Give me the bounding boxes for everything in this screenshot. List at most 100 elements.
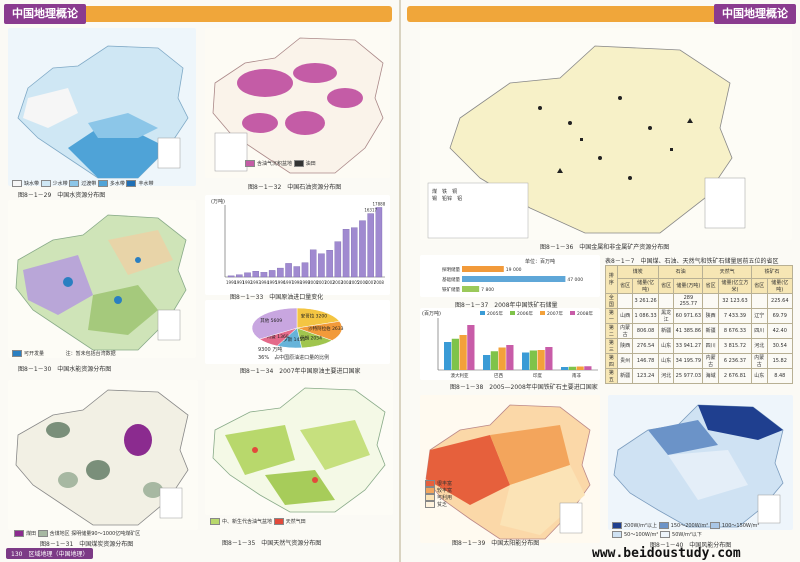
iron-import-cat-巴西: 巴西 [494, 373, 503, 379]
table-cell: 第四 [605, 352, 618, 369]
reserves-table: 排序 煤炭 石油 天然气 铁矿石 省区 储量(亿吨) 省区 储量(万吨) 省区 … [605, 265, 794, 384]
caption-water-map: 图8－1－29 中国水资源分布图 [18, 192, 106, 199]
legend-swatch-hydro [12, 350, 22, 357]
import-bar-2008 [375, 207, 383, 278]
table-caption: 表8－1－7 中国煤、石油、天然气和铁矿石储量居前五位的省区 [605, 258, 779, 265]
legend-swatch-wind-1 [612, 522, 622, 529]
iron-import-bar-印度-2008年 [545, 347, 553, 370]
iron-import-bar-印度-2005年 [522, 352, 530, 370]
oil-import-bar-chart: (万吨) 19901991199219931994199519961997199… [211, 198, 386, 285]
iron-reserve-bars: 单位：百万吨 探明储量 19 000 基础储量 47 000 铁矿储量 7 800 [442, 258, 583, 293]
iron-import-cat-印度: 印度 [533, 372, 542, 379]
table-cell: 四川 [750, 322, 768, 339]
wind-map-graphic [613, 404, 784, 528]
table-cell: 内蒙古 [616, 322, 634, 339]
table-cell: 32 123.63 [717, 292, 752, 309]
legend-hydro-1: 可开发量 [24, 351, 45, 357]
table-header-row: 排序 煤炭 石油 天然气 铁矿石 [605, 265, 794, 294]
table-row: 全国 3 261.26 289 255.77 32 123.63 225.64 [605, 292, 794, 309]
table-cell: 全国 [605, 292, 618, 309]
legend-solar-1: 很丰富 [437, 481, 453, 487]
table-cell: 2 676.81 [717, 367, 752, 384]
table-cell [616, 292, 634, 309]
table-cell: 新疆 [702, 322, 719, 339]
th-rank: 排序 [605, 265, 618, 294]
iron-import-bar-澳大利亚-2005年 [444, 342, 452, 370]
caption-wind-map: 图8－1－40 中国风能分布图 [650, 542, 732, 549]
gas-resources-map [205, 380, 393, 515]
iron-bar-探明储量 [462, 266, 504, 272]
iron-import-bar-巴西-2006年 [490, 351, 498, 370]
table-cell [750, 292, 768, 309]
import-tick-1996: 1996 [275, 280, 286, 285]
import-bar-1992 [244, 272, 251, 278]
table-cell: 8 676.33 [717, 322, 752, 339]
legend-swatch-gas-basin [210, 518, 220, 525]
table-cell: 海域 [702, 367, 719, 384]
legend-swatch-coal-area [37, 530, 48, 537]
iron-cat-铁矿储量: 铁矿储量 [442, 286, 460, 293]
legend-label-4: 多水带 [109, 181, 125, 187]
iron-import-legend-2008年: 2008年 [577, 310, 593, 317]
legend-mineral-coal: 煤 [432, 189, 438, 195]
table-cell: 第三 [605, 337, 618, 354]
iron-import-bar-巴西-2008年 [506, 345, 514, 370]
table-cell: 内蒙古 [702, 352, 719, 369]
table-cell: 7 433.39 [717, 307, 752, 324]
import-tick-1992: 1992 [242, 280, 253, 285]
legend-swatch-solar-3 [425, 494, 435, 501]
legend-mineral-aluminum: 铝 [457, 196, 463, 202]
legend-swatch-wind-3 [709, 522, 720, 529]
import-tick-2002: 2002 [325, 280, 336, 285]
th-sub-3: 省区 [657, 277, 675, 294]
legend-mineral-tin: 锡 [432, 196, 438, 202]
iron-value-基础储量: 47 000 [567, 277, 583, 283]
th-sub-4: 储量(万吨) [673, 277, 704, 294]
caption-iron-reserve: 图8－1－37 2008年中国铁矿石储量 [455, 302, 558, 309]
import-tick-2000: 2000 [308, 280, 319, 285]
oil-map-legend: 含油气沉积盆地 油田 [245, 160, 316, 167]
import-tick-1990: 1990 [226, 280, 237, 285]
table-row: 第二 内蒙古 806.08 新疆 41 385.86 新疆 8 676.33 四川 42.40 [605, 322, 794, 339]
table-cell: 3 815.72 [717, 337, 752, 354]
pie-note-total: 9300 万吨 [258, 347, 283, 353]
iron-import-legend-swatch-2006年 [510, 311, 515, 315]
iron-import-legend-swatch-2008年 [570, 311, 575, 315]
import-bar-2000 [309, 249, 317, 278]
legend-swatch-low [40, 180, 51, 187]
legend-coal-1: 煤田 [26, 531, 37, 537]
legend-mineral-iron: 铁 [442, 189, 448, 195]
oil-import-chart: (万吨) 1990 1991 1992 1993 1994 1995 1996 1997 199… [205, 195, 390, 295]
table-subheader-row: 省区 储量(亿吨) 省区 储量(万吨) 省区 储量(亿立方米) 省区 储量(亿吨… [606, 277, 794, 294]
solar-map [420, 395, 600, 543]
table-cell: 69.79 [766, 307, 794, 324]
caption-oil-map: 图8－1－32 中国石油资源分布图 [248, 184, 342, 191]
oil-import-unit: (万吨) [211, 198, 225, 205]
import-bar-2004 [342, 229, 350, 278]
table-cell: 33 941.27 [673, 337, 704, 354]
pie-label-伊朗: 伊朗 2054 [300, 334, 322, 341]
import-bar-1994 [260, 272, 268, 278]
legend-swatch-high [97, 180, 108, 187]
table-cell: 新疆 [616, 367, 634, 384]
gas-map-legend: 中、新生代含油气盆地 天然气田 [210, 518, 306, 525]
pie-label-其他: 其他 5609 [260, 317, 282, 324]
mineral-resources-map [420, 28, 792, 240]
iron-import-legend-2005年: 2005年 [487, 310, 503, 317]
table-cell: 123.24 [632, 367, 659, 384]
table-cell: 42.40 [766, 322, 794, 339]
import-tick-2004: 2004 [341, 280, 352, 285]
legend-oil-2: 油田 [305, 161, 316, 167]
table-cell: 8.48 [766, 367, 794, 384]
hydro-power-map [8, 200, 196, 358]
legend-mineral-leadzinc: 铅锌 [442, 196, 453, 202]
table-row: 第一 山西 1 086.33 黑龙江 60 971.63 陕西 7 433.39 辽宁 69.7… [605, 307, 794, 324]
legend-solar-3: 可利用 [437, 495, 453, 501]
import-tick-2005: 2005 [349, 280, 360, 285]
th-sub-2: 储量(亿吨) [632, 277, 659, 294]
legend-swatch-wind-5 [660, 531, 671, 538]
hydro-map-legend: 可开发量 注：暂未包括台湾数据 [12, 350, 116, 357]
legend-swatch-dry [12, 180, 22, 187]
import-bar-1995 [268, 270, 276, 278]
solar-map-graphic [425, 404, 591, 540]
